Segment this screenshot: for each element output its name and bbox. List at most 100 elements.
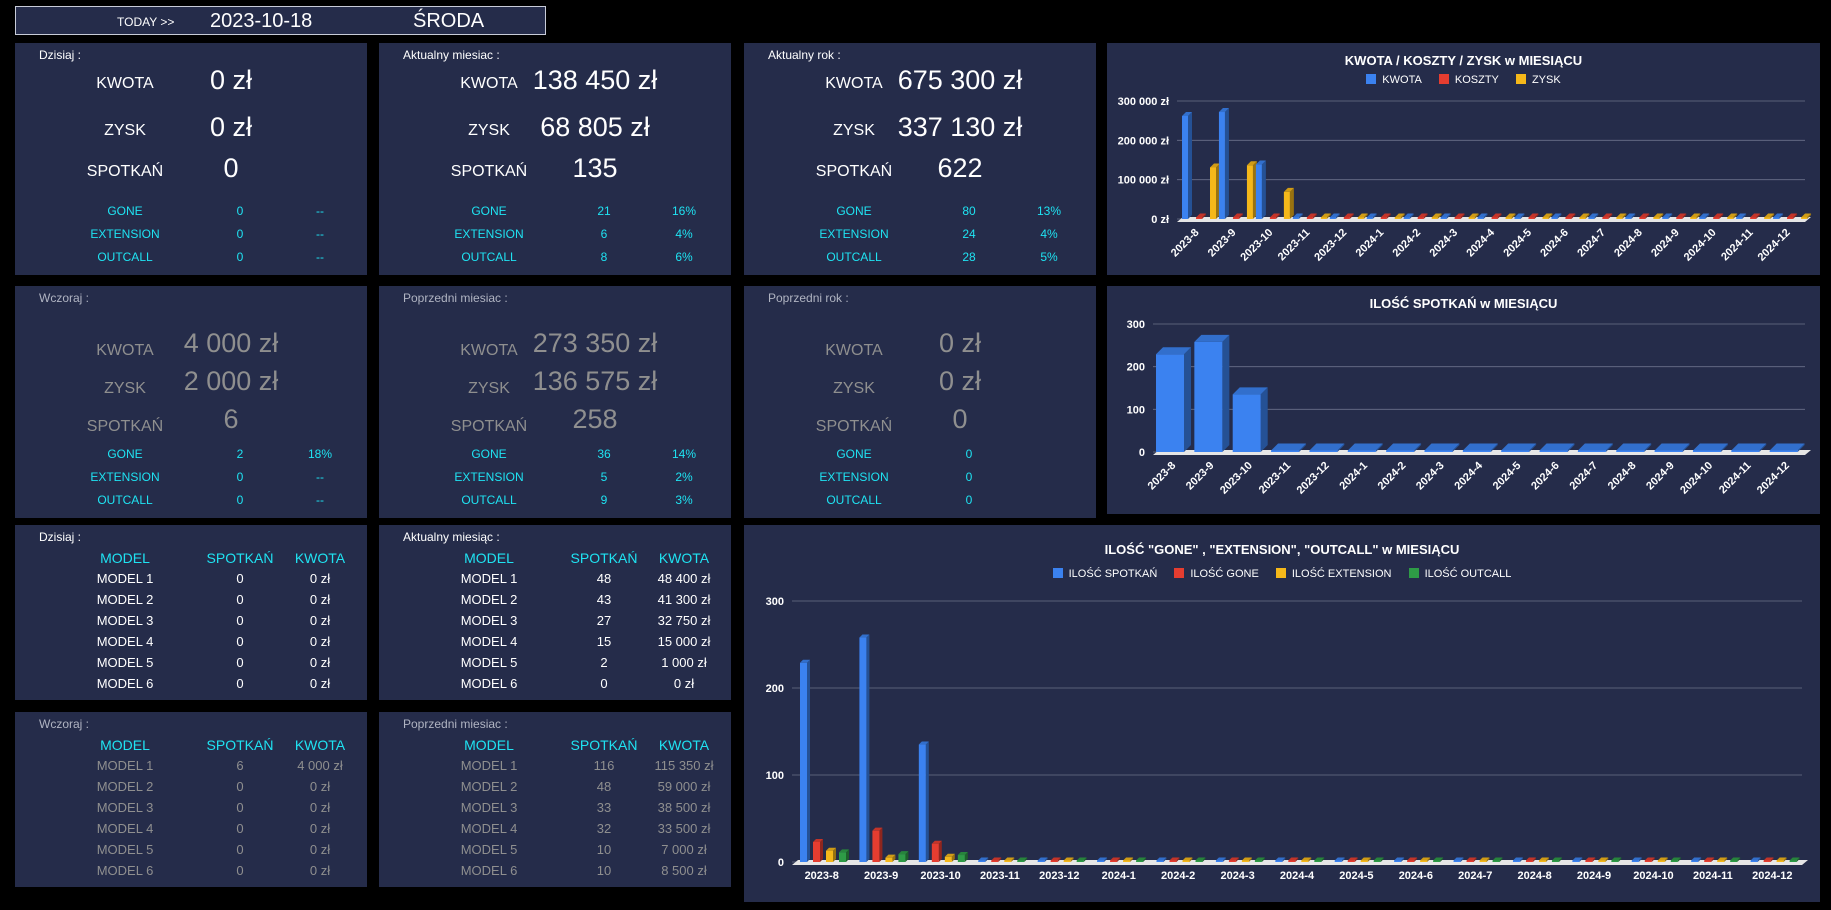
bar: [1050, 860, 1058, 862]
table-row: MODEL 3 33 38 500 zł: [379, 800, 731, 818]
table-row: MODEL 5 0 0 zł: [15, 655, 367, 673]
bar-top: [1491, 213, 1502, 218]
bar-side: [1733, 213, 1738, 219]
bar-top: [1254, 857, 1265, 861]
x-tick-label: 2024-5: [1501, 227, 1534, 260]
stat-pct: 14%: [671, 447, 697, 461]
model-table: Wczoraj : MODEL SPOTKAŃ KWOTA MODEL 1 6 4 000 …: [15, 712, 367, 887]
bar: [1063, 860, 1071, 862]
bar: [931, 843, 939, 862]
bar: [1585, 860, 1593, 862]
table-row: MODEL 3 0 0 zł: [15, 613, 367, 631]
table-cell: MODEL 1: [460, 758, 518, 773]
legend-label: ZYSK: [1531, 74, 1561, 86]
bar-side: [1176, 857, 1180, 862]
bar-top: [1453, 857, 1464, 861]
bar-side: [1557, 213, 1562, 219]
legend-item-koszty: KOSZTY: [1438, 74, 1499, 86]
bar-side: [1483, 213, 1488, 219]
bar-top: [1505, 213, 1516, 218]
x-tick-label: 2023-10: [920, 870, 960, 882]
kpi-label: SPOTKAŃ: [815, 163, 893, 180]
kpi-label: ZYSK: [104, 122, 146, 139]
column-header: MODEL: [464, 550, 514, 566]
bar: [1468, 217, 1475, 219]
x-tick-label: 2023-9: [864, 870, 898, 882]
stat-label: GONE: [471, 204, 507, 218]
x-tick-label: 2024-1: [1354, 227, 1387, 260]
stat-row: OUTCALL 0 --: [15, 250, 367, 266]
chart-floor: [792, 860, 1808, 865]
x-tick-label: 2024-4: [1452, 459, 1485, 492]
table-cell: 8 500 zł: [661, 863, 707, 878]
kpi-row-kwota: KWOTA 675 300 zł: [744, 65, 1096, 101]
bar-side: [1224, 108, 1229, 219]
bar-top: [1750, 857, 1761, 861]
kpi-value: 138 450 zł: [532, 65, 658, 95]
bar-side: [1567, 443, 1575, 452]
x-tick-label: 2023-9: [1206, 227, 1239, 260]
bar: [885, 857, 893, 862]
x-tick-label: 2023-8: [1169, 227, 1202, 260]
bar: [1347, 860, 1355, 862]
bar: [1271, 450, 1300, 452]
x-tick-label: 2024-12: [1756, 227, 1793, 264]
stat-pct: 4%: [675, 227, 693, 241]
bar-side: [1499, 857, 1503, 862]
stat-count: 5: [600, 470, 608, 484]
y-tick-label: 200: [766, 683, 784, 695]
today-label: TODAY >>: [117, 15, 175, 29]
x-tick-label: 2024-5: [1339, 870, 1373, 882]
stat-row: GONE 0: [744, 447, 1096, 463]
kpi-value: 68 805 zł: [540, 112, 650, 142]
bar-top: [1691, 857, 1702, 861]
x-tick-label: 2024-8: [1612, 227, 1645, 260]
bar-side: [1682, 213, 1687, 219]
bar-top: [1801, 213, 1812, 218]
bar: [1551, 860, 1559, 862]
bar: [1169, 860, 1177, 862]
kpi-label: ZYSK: [833, 122, 875, 139]
bar: [1565, 217, 1572, 219]
kpi-row-kwota: KWOTA 273 350 zł: [379, 328, 731, 364]
table-cell: 0 zł: [309, 634, 331, 649]
bar: [1639, 217, 1646, 219]
x-tick-label: 2024-6: [1538, 227, 1571, 260]
bar-top: [1588, 213, 1599, 218]
x-tick-label: 2023-10: [1238, 227, 1275, 264]
bar: [1004, 860, 1012, 862]
bar-top: [1431, 213, 1442, 218]
table-cell: 0: [236, 842, 244, 857]
chart-title: KWOTA / KOSZTY / ZYSK w MIESIĄCU: [1344, 53, 1583, 68]
x-tick-label: 2024-3: [1427, 227, 1460, 260]
bar-side: [1719, 213, 1724, 219]
bar-top: [1255, 160, 1266, 165]
bar: [1306, 217, 1313, 219]
bar-side: [1044, 857, 1048, 862]
stat-pct: 3%: [675, 493, 693, 507]
stat-row: EXTENSION 6 4%: [379, 227, 731, 243]
bar: [1588, 217, 1595, 219]
kpi-label: KWOTA: [460, 342, 518, 359]
bar: [1037, 860, 1045, 862]
table-cell: 0 zł: [309, 676, 331, 691]
kpi-value: 0 zł: [209, 112, 253, 142]
column-header: KWOTA: [294, 550, 346, 566]
bar-side: [1295, 857, 1299, 862]
bar-top: [1194, 334, 1230, 342]
table-cell: 0 zł: [309, 571, 331, 586]
legend-swatch: [1275, 568, 1286, 578]
stat-count: 6: [600, 227, 608, 241]
bar-side: [1222, 857, 1226, 862]
bar-top: [1577, 443, 1613, 451]
chart-plot-kwota: 0 zł 100 000 zł 200 000 zł 300 000 zł 2023-8…: [1118, 96, 1812, 264]
bar-side: [1372, 213, 1377, 219]
stat-row: OUTCALL 8 6%: [379, 250, 731, 266]
table-cell: MODEL 6: [96, 863, 154, 878]
y-tick-label: 100: [766, 770, 784, 782]
bar-side: [1529, 443, 1537, 452]
stat-label: GONE: [107, 204, 143, 218]
stat-row: GONE 0 --: [15, 204, 367, 220]
bar-side: [1682, 443, 1690, 452]
table-cell: MODEL 6: [460, 676, 518, 691]
